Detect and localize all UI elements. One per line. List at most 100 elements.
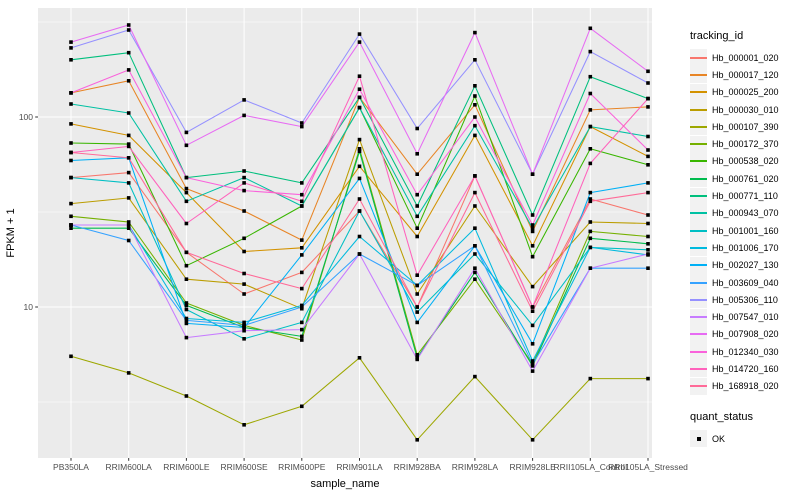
data-point xyxy=(357,105,362,110)
data-point xyxy=(184,394,189,398)
legend-item: Hb_000030_010 xyxy=(690,101,800,119)
data-point xyxy=(588,108,593,112)
data-point xyxy=(69,122,73,126)
data-point xyxy=(646,248,650,252)
data-point xyxy=(126,371,131,375)
x-tick-label: RRIM928BA xyxy=(394,462,442,472)
legend-key-line-icon xyxy=(690,143,707,146)
data-point xyxy=(242,98,246,102)
data-point xyxy=(184,186,189,191)
data-point xyxy=(242,188,246,193)
legend-item: Hb_003609_040 xyxy=(690,274,800,291)
data-point xyxy=(357,74,362,78)
legend-item: Hb_001006_170 xyxy=(690,239,800,257)
data-point xyxy=(357,234,362,239)
data-point xyxy=(184,303,189,308)
legend-key-swatch xyxy=(690,101,707,119)
data-point xyxy=(646,252,650,256)
data-point xyxy=(242,325,246,330)
legend-key-line-icon xyxy=(690,333,707,336)
data-point xyxy=(530,244,535,248)
x-tick-label: RRII105LA_Stressed xyxy=(608,462,688,472)
data-point xyxy=(646,234,650,239)
data-point xyxy=(69,354,73,359)
data-point xyxy=(242,423,246,427)
legend-item-label: Hb_000025_200 xyxy=(712,87,779,98)
x-tick-label: RRII105LA_Control xyxy=(553,462,627,472)
legend-item-quant: OK xyxy=(690,430,800,448)
legend-key-swatch xyxy=(690,187,707,205)
data-point xyxy=(530,229,535,234)
data-point xyxy=(415,204,419,208)
legend-key-line-icon xyxy=(690,350,707,353)
data-point xyxy=(357,164,362,169)
data-point xyxy=(184,301,189,305)
legend-item: Hb_000943_070 xyxy=(690,204,800,222)
data-point xyxy=(473,244,477,248)
data-point xyxy=(300,181,304,185)
data-point xyxy=(588,229,593,234)
x-tick-label: RRIM901LA xyxy=(336,462,383,472)
legend-item-label: Hb_007547_010 xyxy=(712,312,779,323)
data-point xyxy=(588,91,593,96)
legend-item: Hb_000017_120 xyxy=(690,66,800,84)
legend-item-label: Hb_001006_170 xyxy=(712,242,779,253)
data-point xyxy=(473,133,477,138)
data-point xyxy=(415,305,419,309)
legend-item-label: Hb_000030_010 xyxy=(712,104,779,115)
data-point xyxy=(357,252,362,256)
data-point xyxy=(357,356,362,360)
data-point xyxy=(242,236,246,241)
data-point xyxy=(646,69,650,74)
data-point xyxy=(357,147,362,151)
legend-item-label: Hb_012340_030 xyxy=(712,346,779,357)
data-point xyxy=(588,147,593,151)
data-point xyxy=(530,226,535,230)
data-point xyxy=(415,234,419,239)
data-point xyxy=(473,84,477,88)
legend-item-label: Hb_000107_390 xyxy=(712,121,779,132)
legend-key-swatch xyxy=(690,49,707,67)
x-tick-label: RRIM600PE xyxy=(278,462,326,472)
data-point xyxy=(184,277,189,281)
data-point xyxy=(300,253,304,257)
data-point xyxy=(415,353,419,357)
data-point xyxy=(588,266,593,270)
data-point xyxy=(126,28,131,32)
legend-item: Hb_000771_110 xyxy=(690,187,800,205)
legend-item: Hb_000761_020 xyxy=(690,170,800,188)
data-point xyxy=(415,283,419,288)
data-point xyxy=(588,236,593,241)
y-tick-label: 10 xyxy=(24,302,34,312)
x-tick-label: PB350LA xyxy=(53,462,89,472)
x-tick-label: RRIM928LA xyxy=(452,462,499,472)
data-point xyxy=(473,277,477,281)
data-point xyxy=(530,342,535,346)
x-axis-title: sample_name xyxy=(310,478,379,490)
data-point xyxy=(300,320,304,325)
data-point xyxy=(530,305,535,309)
data-point xyxy=(415,292,419,296)
legend-key-swatch xyxy=(690,83,707,101)
data-point xyxy=(300,121,304,125)
data-point xyxy=(184,190,189,195)
legend-item-label: Hb_014720_160 xyxy=(712,363,779,374)
data-point xyxy=(300,270,304,275)
data-point xyxy=(646,376,650,381)
data-point xyxy=(415,320,419,325)
data-point xyxy=(357,149,362,154)
data-point xyxy=(300,238,304,242)
x-tick-label: RRIM928LE xyxy=(509,462,556,472)
data-point xyxy=(184,263,189,268)
legend-items-tracking: Hb_000001_020 Hb_000017_120 Hb_000025_200 H… xyxy=(690,49,800,395)
data-point xyxy=(126,68,131,72)
data-point xyxy=(415,273,419,277)
data-point xyxy=(69,150,73,155)
legend-key-line-icon xyxy=(690,298,707,301)
legend-item: Hb_007547_010 xyxy=(690,308,800,326)
data-point xyxy=(184,175,189,180)
data-point xyxy=(300,199,304,204)
data-point xyxy=(69,175,73,180)
data-point xyxy=(69,158,73,163)
data-point xyxy=(530,438,535,442)
